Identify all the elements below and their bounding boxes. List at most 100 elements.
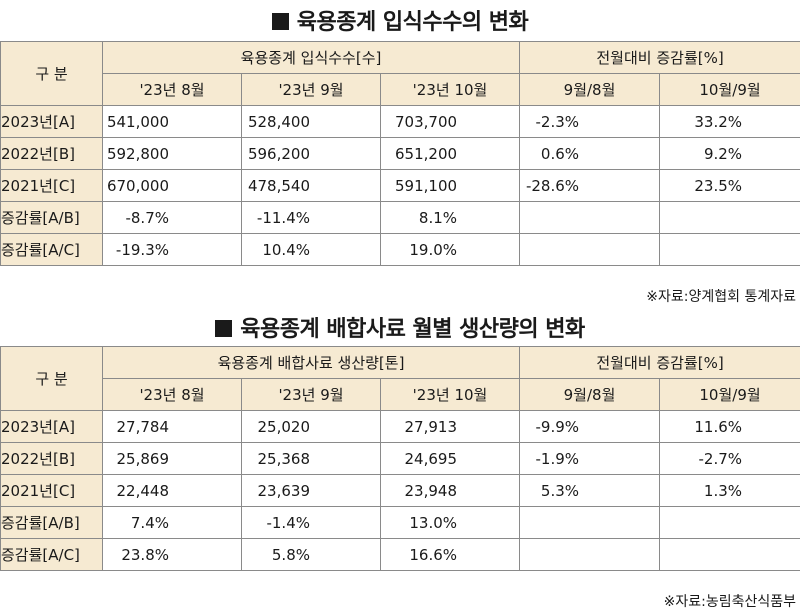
table-row: 2023년[A] 541,000 528,400 703,700 -2.3% 3… bbox=[0, 105, 800, 138]
table-cell: 11.6% bbox=[659, 410, 800, 443]
table-cell: 9.2% bbox=[659, 137, 800, 170]
table-cell: 25,869 bbox=[102, 442, 242, 475]
row-label: 2021년[C] bbox=[0, 474, 103, 507]
table2-title: 육용종계 배합사료 월별 생산량의 변화 bbox=[0, 311, 800, 343]
table-cell: 13.0% bbox=[379, 506, 521, 539]
black-square-icon bbox=[271, 13, 289, 30]
table1-group-header-left: 육용종계 입식수수[수] bbox=[101, 41, 521, 74]
table-cell: 591,100 bbox=[379, 169, 521, 202]
table-cell: 23.5% bbox=[659, 169, 800, 202]
table1: 구 분 육용종계 입식수수[수] 전월대비 증감률[%] '23년 8월 '23… bbox=[0, 41, 800, 266]
empty-cell bbox=[519, 233, 661, 266]
table2: 구 분 육용종계 배합사료 생산량[톤] 전월대비 증감률[%] '23년 8월… bbox=[0, 346, 800, 571]
table-row: 2022년[B] 592,800 596,200 651,200 0.6% 9.… bbox=[0, 137, 800, 170]
table-row: 2021년[C] 670,000 478,540 591,100 -28.6% … bbox=[0, 169, 800, 202]
table-cell: 478,540 bbox=[241, 169, 381, 202]
table-cell: 23,948 bbox=[379, 474, 521, 507]
row-label: 증감률[A/C] bbox=[0, 538, 103, 571]
table-cell: -2.7% bbox=[659, 442, 800, 475]
table1-subheader: 9월/8월 bbox=[519, 73, 661, 106]
empty-cell bbox=[659, 201, 800, 234]
table1-subheader: '23년 10월 bbox=[379, 73, 521, 106]
table-cell: 23.8% bbox=[102, 538, 242, 571]
row-label: 2022년[B] bbox=[0, 442, 103, 475]
table2-source: ※자료:농림축산식품부 bbox=[663, 594, 796, 610]
table2-group-header-left: 육용종계 배합사료 생산량[톤] bbox=[101, 346, 521, 379]
table-row: 2021년[C] 22,448 23,639 23,948 5.3% 1.3% bbox=[0, 474, 800, 507]
table1-group-header-right: 전월대비 증감률[%] bbox=[519, 41, 800, 74]
row-label: 2023년[A] bbox=[0, 105, 103, 138]
black-square-icon bbox=[215, 320, 233, 337]
table2-subheader: '23년 8월 bbox=[102, 378, 242, 411]
table-row: 증감률[A/B] 7.4% -1.4% 13.0% bbox=[0, 506, 800, 539]
row-label: 증감률[A/B] bbox=[0, 506, 103, 539]
table-cell: 528,400 bbox=[241, 105, 381, 138]
empty-cell bbox=[659, 538, 800, 571]
table-cell: 541,000 bbox=[102, 105, 242, 138]
empty-cell bbox=[659, 506, 800, 539]
row-label: 2022년[B] bbox=[0, 137, 103, 170]
row-label: 증감률[A/C] bbox=[0, 233, 103, 266]
table1-subheader: '23년 9월 bbox=[241, 73, 381, 106]
table-cell: 27,784 bbox=[102, 410, 242, 443]
table2-corner-header: 구 분 bbox=[0, 346, 103, 411]
table-cell: 33.2% bbox=[659, 105, 800, 138]
table-cell: 7.4% bbox=[102, 506, 242, 539]
table-cell: 596,200 bbox=[241, 137, 381, 170]
table2-subheader: 9월/8월 bbox=[519, 378, 661, 411]
table1-subheader: '23년 8월 bbox=[102, 73, 242, 106]
table1-subheader: 10월/9월 bbox=[659, 73, 800, 106]
table-cell: 27,913 bbox=[379, 410, 521, 443]
table-cell: -28.6% bbox=[519, 169, 661, 202]
table-cell: 23,639 bbox=[241, 474, 381, 507]
table1-corner-header: 구 분 bbox=[0, 41, 103, 106]
table-cell: -1.9% bbox=[519, 442, 661, 475]
table-cell: 22,448 bbox=[102, 474, 242, 507]
row-label: 2021년[C] bbox=[0, 169, 103, 202]
table2-subheader: 10월/9월 bbox=[659, 378, 800, 411]
table-cell: 25,020 bbox=[241, 410, 381, 443]
table-cell: 10.4% bbox=[241, 233, 381, 266]
table-row: 2023년[A] 27,784 25,020 27,913 -9.9% 11.6… bbox=[0, 410, 800, 443]
empty-cell bbox=[659, 233, 800, 266]
table-cell: 592,800 bbox=[102, 137, 242, 170]
table-row: 2022년[B] 25,869 25,368 24,695 -1.9% -2.7… bbox=[0, 442, 800, 475]
table2-subheader: '23년 9월 bbox=[241, 378, 381, 411]
table2-header-row-2: '23년 8월 '23년 9월 '23년 10월 9월/8월 10월/9월 bbox=[1, 378, 800, 411]
table-cell: 0.6% bbox=[519, 137, 661, 170]
row-label: 증감률[A/B] bbox=[0, 201, 103, 234]
table-cell: 19.0% bbox=[379, 233, 521, 266]
table-cell: 670,000 bbox=[102, 169, 242, 202]
table-cell: 5.3% bbox=[519, 474, 661, 507]
table-cell: 651,200 bbox=[379, 137, 521, 170]
table-cell: -11.4% bbox=[241, 201, 381, 234]
table1-title-text: 육용종계 입식수수의 변화 bbox=[296, 10, 529, 35]
table-cell: 16.6% bbox=[379, 538, 521, 571]
table1-source: ※자료:양계협회 통계자료 bbox=[646, 289, 796, 305]
table2-subheader: '23년 10월 bbox=[379, 378, 521, 411]
table-cell: -8.7% bbox=[102, 201, 242, 234]
table2-title-text: 육용종계 배합사료 월별 생산량의 변화 bbox=[240, 317, 585, 342]
table-cell: 24,695 bbox=[379, 442, 521, 475]
table-cell: -1.4% bbox=[241, 506, 381, 539]
table2-group-header-right: 전월대비 증감률[%] bbox=[519, 346, 800, 379]
table-cell: 703,700 bbox=[379, 105, 521, 138]
table-cell: -2.3% bbox=[519, 105, 661, 138]
table-cell: -9.9% bbox=[519, 410, 661, 443]
table-cell: -19.3% bbox=[102, 233, 242, 266]
table-row: 증감률[A/B] -8.7% -11.4% 8.1% bbox=[0, 201, 800, 234]
table-cell: 1.3% bbox=[659, 474, 800, 507]
table-row: 증감률[A/C] -19.3% 10.4% 19.0% bbox=[0, 233, 800, 266]
empty-cell bbox=[519, 201, 661, 234]
table-row: 증감률[A/C] 23.8% 5.8% 16.6% bbox=[0, 538, 800, 571]
table1-title: 육용종계 입식수수의 변화 bbox=[0, 4, 800, 36]
table2-header-row-1: 구 분 육용종계 배합사료 생산량[톤] 전월대비 증감률[%] bbox=[0, 346, 800, 411]
empty-cell bbox=[519, 538, 661, 571]
table-cell: 25,368 bbox=[241, 442, 381, 475]
table-cell: 8.1% bbox=[379, 201, 521, 234]
table1-header-row-1: 구 분 육용종계 입식수수[수] 전월대비 증감률[%] bbox=[0, 41, 800, 106]
empty-cell bbox=[519, 506, 661, 539]
table1-header-row-2: '23년 8월 '23년 9월 '23년 10월 9월/8월 10월/9월 bbox=[1, 73, 800, 106]
row-label: 2023년[A] bbox=[0, 410, 103, 443]
table-cell: 5.8% bbox=[241, 538, 381, 571]
